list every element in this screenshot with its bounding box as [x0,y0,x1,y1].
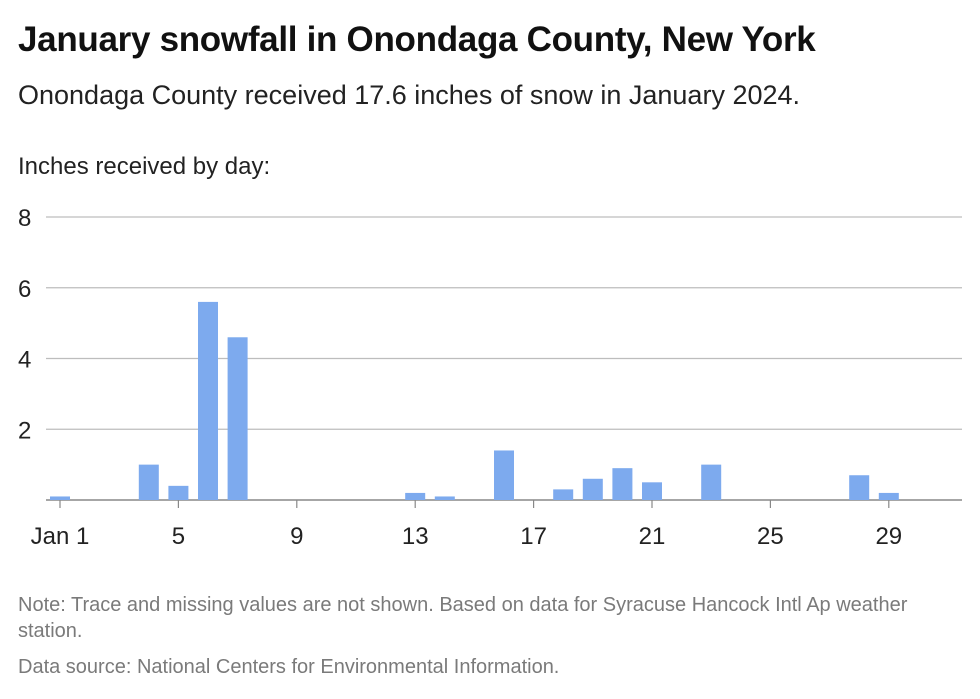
x-tick-label: 13 [402,523,429,550]
bar-day-1 [50,496,70,500]
y-tick-label: 6 [18,276,31,303]
bar-day-4 [138,464,159,500]
x-tick-label: 17 [520,523,547,550]
bar-day-28 [849,475,870,500]
bar-day-29 [878,492,899,500]
bars [50,301,899,500]
bar-day-20 [612,468,633,500]
y-axis-label: Inches received by day: [18,153,271,180]
x-tick-label: 21 [639,523,666,550]
bar-day-14 [434,496,455,500]
x-tick-label: Jan 1 [31,523,90,550]
y-tick-label: 4 [18,347,31,374]
bar-day-5 [168,485,189,500]
chart-title: January snowfall in Onondaga County, New… [18,20,816,59]
footnotes: Note: Trace and missing values are not s… [18,592,958,690]
y-tick-labels: 2 4 6 8 [18,205,31,444]
note-text: Note: Trace and missing values are not s… [18,594,908,642]
bar-chart: 2 4 6 8 Jan 1 5 9 13 17 21 25 29 [18,205,962,550]
x-tick-labels: Jan 1 5 9 13 17 21 25 29 [31,500,902,550]
x-tick-label: 29 [875,523,902,550]
x-tick-label: 9 [290,523,303,550]
bar-day-19 [582,478,603,500]
y-tick-label: 2 [18,417,31,444]
source-text: Data source: National Centers for Enviro… [18,656,560,678]
x-tick-label: 25 [757,523,784,550]
y-tick-label: 8 [18,205,31,232]
bar-day-21 [642,482,662,500]
chart-subtitle: Onondaga County received 17.6 inches of … [18,80,801,110]
bar-day-23 [701,464,722,500]
bar-day-6 [198,301,218,500]
bar-day-16 [494,450,514,500]
x-tick-label: 5 [172,523,185,550]
bar-day-18 [553,489,574,500]
bar-day-13 [405,492,426,500]
bar-day-7 [227,337,248,500]
